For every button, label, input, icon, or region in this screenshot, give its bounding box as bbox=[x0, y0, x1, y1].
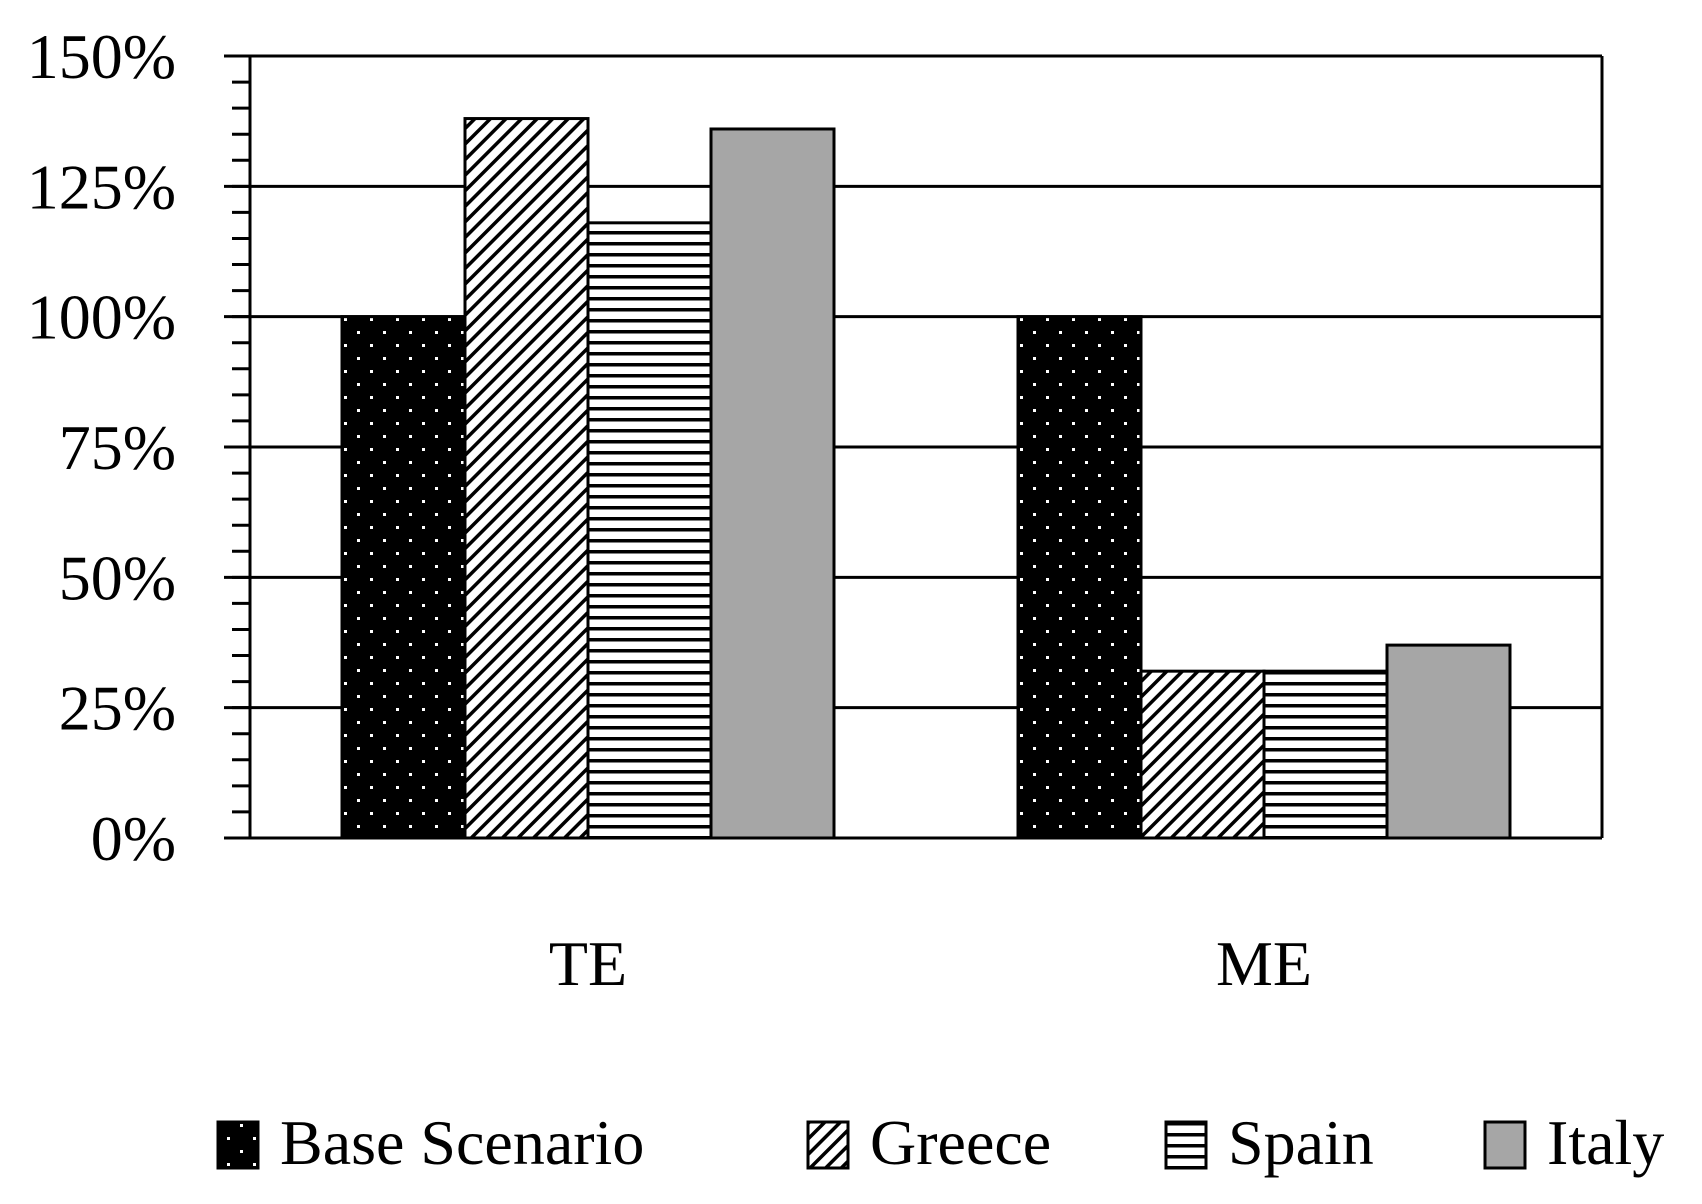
legend-label: Spain bbox=[1228, 1107, 1374, 1178]
legend-swatch bbox=[1164, 1120, 1208, 1170]
bar-spain-te bbox=[586, 221, 713, 840]
y-tick-label: 0% bbox=[91, 803, 176, 874]
bar-base-scenario-te bbox=[340, 315, 467, 840]
y-tick-label: 100% bbox=[27, 282, 176, 353]
y-tick-label: 125% bbox=[27, 151, 176, 222]
bar-italy-me bbox=[1385, 643, 1512, 840]
legend-swatch bbox=[216, 1120, 260, 1170]
legend-label: Greece bbox=[870, 1107, 1051, 1178]
bar-italy-te bbox=[709, 127, 836, 840]
x-tick-label: ME bbox=[1216, 928, 1312, 999]
bar-spain-me bbox=[1262, 669, 1389, 840]
x-tick-label: TE bbox=[549, 928, 627, 999]
legend-swatch bbox=[806, 1120, 850, 1170]
legend-label: Base Scenario bbox=[280, 1107, 644, 1178]
bar-greece-me bbox=[1139, 669, 1266, 840]
y-tick-label: 75% bbox=[59, 412, 176, 483]
legend-swatch bbox=[1483, 1120, 1527, 1170]
bar-greece-te bbox=[463, 117, 590, 840]
y-tick-label: 25% bbox=[59, 673, 176, 744]
bars bbox=[340, 117, 1512, 840]
legend-label: Italy bbox=[1547, 1107, 1664, 1178]
y-axis: 0% 25% 50% 75% 100% 125% 150% bbox=[27, 21, 1604, 874]
y-tick-label: 50% bbox=[59, 542, 176, 613]
x-axis-labels: TE ME bbox=[549, 928, 1312, 999]
y-tick-label: 150% bbox=[27, 21, 176, 92]
legend: Base Scenario Greece Spain Italy bbox=[216, 1107, 1664, 1178]
bar-base-scenario-me bbox=[1016, 315, 1143, 840]
